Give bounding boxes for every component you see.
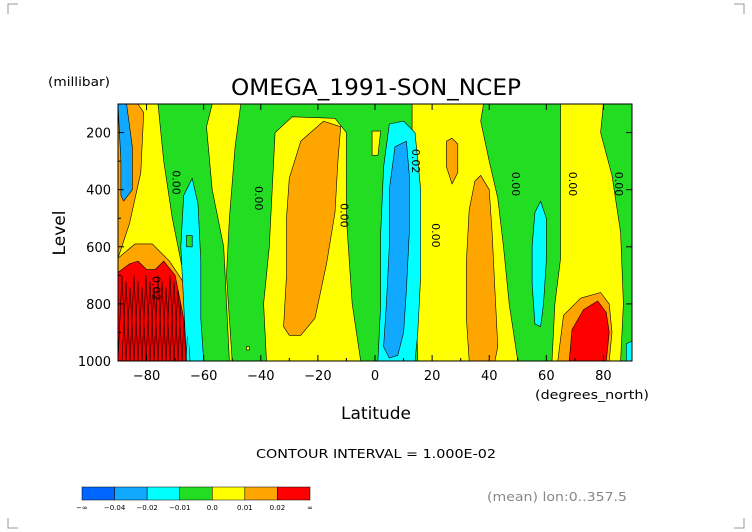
dense-contour-line (169, 281, 179, 361)
dense-contour-line (129, 275, 139, 361)
y-tick-label: 1000 (78, 355, 111, 370)
x-tick-label: 80 (595, 369, 612, 384)
contour-labels: 0.00 0.02 0.00 0.00 0.02 0.00 0.00 0.00 0.00 (149, 149, 625, 301)
y-tick-label: 600 (86, 241, 111, 256)
colorbar-label: −0.04 (104, 504, 126, 512)
contour-label: 0.02 (149, 276, 162, 301)
y-tick-label: 200 (86, 127, 111, 142)
dense-contour-line (161, 287, 171, 361)
colorbar-swatch (114, 486, 148, 501)
colorbar-label: −0.01 (169, 504, 190, 512)
contour-region (568, 300, 610, 362)
contour-region (186, 235, 193, 248)
contour-region (466, 175, 499, 362)
contour-regions (117, 103, 633, 362)
contour-label: 0.00 (566, 172, 579, 197)
colorbar-swatch (179, 486, 213, 501)
x-tick-label: 0 (371, 369, 379, 384)
colorbar-label: ∞ (307, 504, 313, 512)
contour-label: 0.00 (429, 223, 442, 248)
x-tick-label: −80 (133, 369, 160, 384)
contour-region (117, 103, 133, 202)
x-tick-label: 20 (424, 369, 441, 384)
dense-contour-line (137, 287, 147, 361)
y-axis: 200 400 600 800 1000 (78, 103, 632, 370)
contour-region (551, 103, 624, 362)
colorbar-swatch (244, 486, 278, 501)
x-tick-label: −60 (190, 369, 217, 384)
contour-label: 0.00 (612, 172, 625, 197)
colorbar-label: 0.02 (270, 504, 286, 512)
colorbar-swatch (81, 486, 115, 501)
x-axis-label: Latitude (341, 404, 411, 424)
contour-label: 0.00 (509, 172, 522, 197)
y-tick-label: 400 (86, 184, 111, 199)
dense-contour-line (141, 275, 151, 361)
contour-label: 0.00 (252, 186, 265, 211)
x-tick-label: −20 (304, 369, 331, 384)
dense-contour-line (145, 281, 155, 361)
colorbar-swatch (277, 486, 311, 501)
dense-contour-line (165, 275, 175, 361)
dense-contour-line (133, 281, 143, 361)
contour-interval-label: CONTOUR INTERVAL = 1.000E-02 (256, 447, 496, 461)
colorbar-swatch (212, 486, 246, 501)
x-tick-label: 60 (538, 369, 555, 384)
contour-region (283, 120, 342, 336)
corner-marks (7, 3, 745, 529)
contour-region (446, 138, 459, 185)
chart-title: OMEGA_1991-SON_NCEP (231, 76, 521, 101)
colorbar-label: −∞ (76, 504, 88, 512)
dense-contour-line (157, 281, 167, 361)
contour-region (383, 140, 410, 359)
dense-contour-line (125, 287, 135, 361)
colorbar: −∞ −0.04 −0.02 −0.01 0.0 0.01 0.02 ∞ (76, 486, 313, 512)
footer-label: (mean) lon:0..357.5 (487, 490, 627, 504)
y-unit-label: (millibar) (48, 75, 110, 89)
dense-contour-line (153, 275, 163, 361)
y-axis-label: Level (50, 211, 70, 256)
colorbar-label: −0.02 (136, 504, 157, 512)
dense-contour-line (121, 281, 131, 361)
x-unit-label: (degrees_north) (535, 388, 649, 402)
x-tick-label: −40 (247, 369, 274, 384)
contour-region (625, 340, 633, 362)
colorbar-label: 0.01 (237, 504, 253, 512)
contour-label: 0.00 (169, 170, 182, 195)
contour-region (180, 177, 204, 362)
y-tick-label: 800 (86, 298, 111, 313)
dense-contour-line (149, 287, 159, 361)
contour-label: 0.02 (409, 149, 422, 174)
contour-region (371, 130, 382, 156)
colorbar-swatch (146, 486, 180, 501)
contour-label: 0.00 (338, 203, 351, 228)
contour-region (531, 200, 547, 328)
colorbar-label: 0.0 (207, 504, 218, 512)
dense-contours (118, 275, 193, 361)
contour-region (246, 346, 250, 351)
x-tick-label: 40 (481, 369, 498, 384)
